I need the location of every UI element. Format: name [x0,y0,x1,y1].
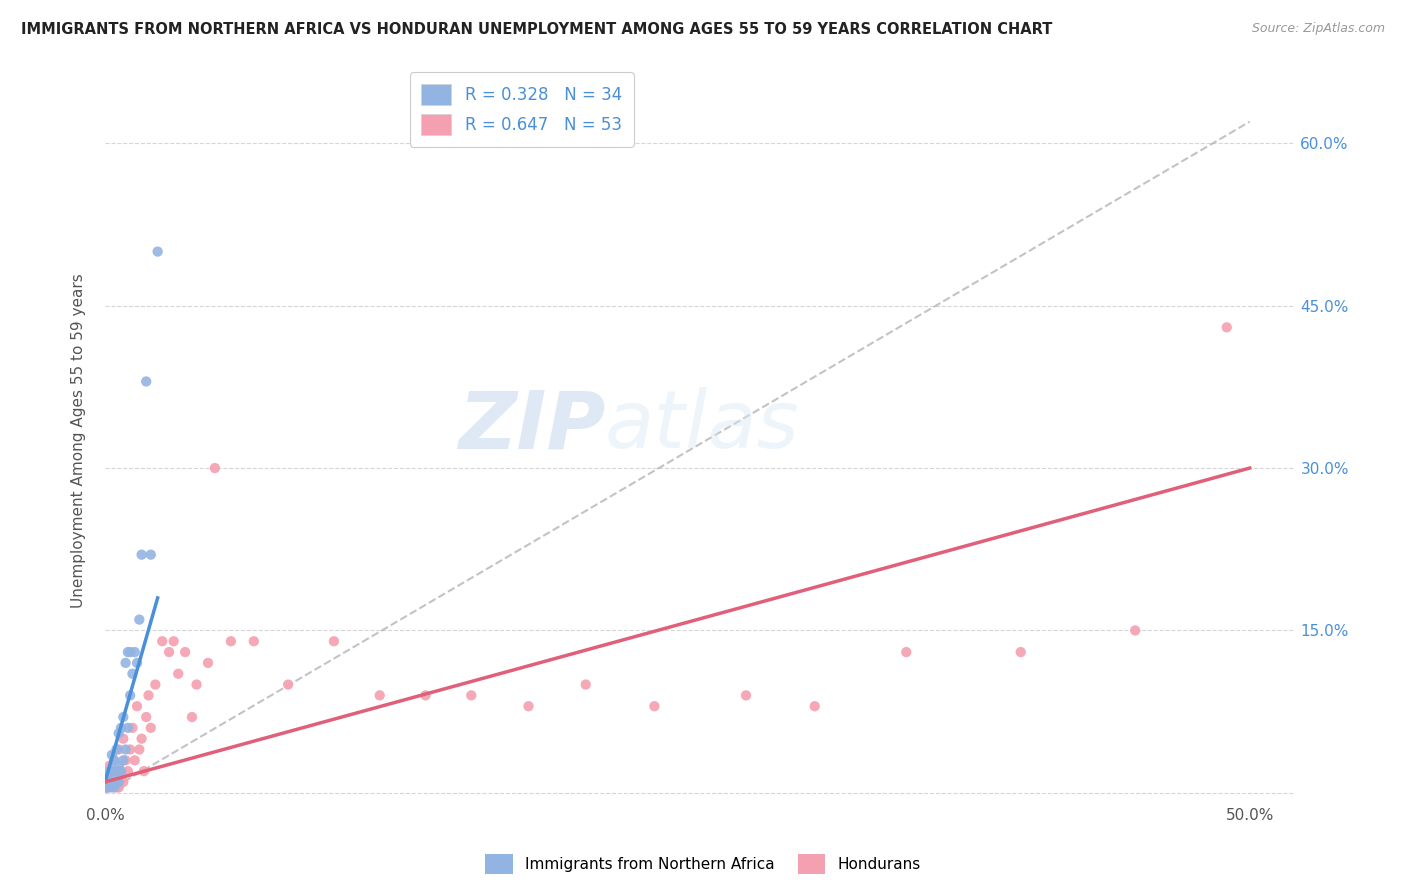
Legend: R = 0.328   N = 34, R = 0.647   N = 53: R = 0.328 N = 34, R = 0.647 N = 53 [409,72,634,146]
Point [103,780,125,795]
Point [181,710,204,724]
Point [103,753,125,767]
Point [131,731,153,746]
Point [157,645,180,659]
Point [368,689,391,703]
Point [114,753,136,767]
Point [114,656,136,670]
Point [277,677,299,691]
Point [139,721,162,735]
Point [117,721,139,735]
Point [107,775,129,789]
Point [139,548,162,562]
Point [112,731,135,746]
Point [114,742,136,756]
Point [135,375,157,389]
Point [117,645,139,659]
Point [128,613,150,627]
Point [110,721,132,735]
Point [101,764,124,779]
Text: IMMIGRANTS FROM NORTHERN AFRICA VS HONDURAN UNEMPLOYMENT AMONG AGES 55 TO 59 YEA: IMMIGRANTS FROM NORTHERN AFRICA VS HONDU… [21,22,1053,37]
Point [121,721,143,735]
Point [219,634,242,648]
Point [103,770,125,784]
Point [143,677,166,691]
Point [575,677,598,691]
Point [643,699,665,714]
Point [101,780,124,795]
Point [163,634,186,648]
Point [96,780,118,795]
Point [105,780,128,795]
Point [117,764,139,779]
Point [96,780,118,795]
Point [105,764,128,779]
Point [112,775,135,789]
Point [120,645,142,659]
Point [105,742,128,756]
Point [107,780,129,795]
Point [146,244,169,259]
Point [517,699,540,714]
Point [101,747,124,762]
Point [98,764,121,779]
Point [103,775,125,789]
Point [121,666,143,681]
Point [120,742,142,756]
Point [1010,645,1032,659]
Point [125,656,148,670]
Point [103,753,125,767]
Point [896,645,918,659]
Point [96,770,118,784]
Point [243,634,266,648]
Point [107,742,129,756]
Point [124,753,146,767]
Point [98,758,121,772]
Point [112,753,135,767]
Point [96,770,118,784]
Point [735,689,758,703]
Point [110,764,132,779]
Point [138,689,160,703]
Point [131,548,153,562]
Point [186,677,208,691]
Text: atlas: atlas [605,387,800,466]
Legend: Immigrants from Northern Africa, Hondurans: Immigrants from Northern Africa, Hondura… [479,848,927,880]
Point [105,764,128,779]
Point [150,634,173,648]
Point [167,666,190,681]
Y-axis label: Unemployment Among Ages 55 to 59 years: Unemployment Among Ages 55 to 59 years [72,274,86,608]
Point [415,689,437,703]
Point [105,775,128,789]
Point [98,780,121,795]
Point [110,764,132,779]
Point [112,710,135,724]
Point [101,764,124,779]
Point [124,645,146,659]
Point [204,461,226,475]
Point [460,689,482,703]
Point [98,775,121,789]
Point [135,710,157,724]
Point [125,699,148,714]
Point [1123,624,1146,638]
Text: Source: ZipAtlas.com: Source: ZipAtlas.com [1251,22,1385,36]
Point [107,758,129,772]
Text: ZIP: ZIP [457,387,605,466]
Point [101,775,124,789]
Point [120,689,142,703]
Point [132,764,155,779]
Point [174,645,197,659]
Point [323,634,346,648]
Point [128,742,150,756]
Point [197,656,219,670]
Point [803,699,825,714]
Point [1216,320,1239,334]
Point [107,726,129,740]
